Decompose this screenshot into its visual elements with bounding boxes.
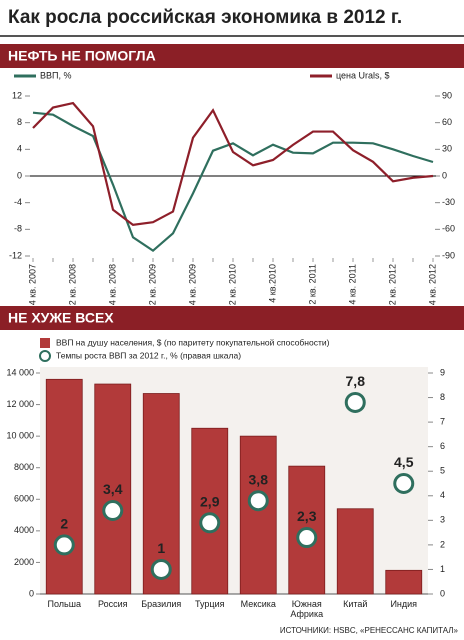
bar: [385, 569, 423, 595]
y-tick-label: 4000: [14, 525, 34, 535]
y-tick-label: 14 000: [6, 367, 34, 377]
point: [247, 490, 269, 512]
x-tick-label: 2 кв. 2010: [227, 264, 237, 305]
section-title: НЕФТЬ НЕ ПОМОГЛА: [8, 48, 156, 64]
source: ИСТОЧНИКИ: HSBC, «РЕНЕССАНС КАПИТАЛ»: [280, 626, 459, 635]
line: [32, 111, 434, 253]
y2-tick-label: 30: [442, 144, 452, 154]
y-tick-label: 12: [12, 90, 22, 100]
x-tick-label: 4 кв. 2011: [347, 264, 357, 305]
y2-tick-label: 2: [440, 539, 445, 549]
data-label: 7,8: [346, 373, 366, 389]
y-tick-label: 0: [17, 170, 22, 180]
bar: [94, 383, 132, 595]
data-label: 2: [60, 516, 68, 532]
y-tick-label: -8: [14, 224, 22, 234]
data-label: 3,4: [103, 481, 123, 497]
y2-tick-label: 4: [440, 490, 445, 500]
x-tick-label: 4 кв. 2012: [427, 264, 437, 305]
data-label: 3,8: [249, 471, 269, 487]
y-tick-label: -12: [9, 250, 22, 260]
legend-swatch: [40, 338, 50, 348]
line: [32, 101, 434, 227]
legend-swatch: [39, 350, 51, 362]
x-tick-label: Мексика: [240, 599, 276, 609]
x-tick-label: Бразилия: [141, 599, 182, 609]
x-tick-label: 2 кв. 2011: [307, 264, 317, 305]
y-tick-label: 10 000: [6, 431, 34, 441]
legend-label: цена Urals, $: [336, 70, 390, 80]
bar: [191, 427, 229, 595]
y2-tick-label: 5: [440, 466, 445, 476]
x-tick-label: Польша: [47, 599, 81, 609]
y2-tick-label: 0: [442, 170, 447, 180]
point: [296, 527, 318, 549]
x-tick-label: 2 кв. 2009: [147, 264, 157, 305]
y2-tick-label: -60: [442, 224, 455, 234]
y-tick-label: 6000: [14, 494, 34, 504]
data-label: 4,5: [394, 454, 414, 470]
x-tick-label: 4 кв. 2008: [107, 264, 117, 305]
y2-tick-label: 60: [442, 117, 452, 127]
x-tick-label: 2 кв. 2012: [387, 264, 397, 305]
x-tick-label: 4 кв. 2007: [27, 264, 37, 305]
x-tick-label: Китай: [343, 599, 368, 609]
data-label: 2,9: [200, 493, 220, 509]
y2-tick-label: 90: [442, 90, 452, 100]
y2-tick-label: 8: [440, 392, 445, 402]
point: [199, 512, 221, 534]
point: [102, 500, 124, 522]
bar: [45, 378, 83, 595]
y2-tick-label: -90: [442, 250, 455, 260]
x-tick-label: Индия: [390, 599, 418, 609]
data-label: 2,3: [297, 508, 317, 524]
data-label: 1: [157, 540, 165, 556]
legend-label: ВВП, %: [40, 70, 71, 80]
legend-label: Темпы роста ВВП за 2012 г., % (правая шк…: [56, 350, 241, 360]
bar: [239, 435, 277, 595]
y-tick-label: 4: [17, 144, 22, 154]
y2-tick-label: -30: [442, 197, 455, 207]
y2-tick-label: 6: [440, 441, 445, 451]
y-tick-label: 2000: [14, 557, 34, 567]
x-tick-label: Россия: [97, 599, 128, 609]
point: [53, 534, 75, 556]
y2-tick-label: 3: [440, 515, 445, 525]
point: [393, 473, 415, 494]
y-tick-label: -4: [14, 197, 22, 207]
y2-tick-label: 7: [440, 416, 445, 426]
y-tick-label: 8000: [14, 462, 34, 472]
y-tick-label: 8: [17, 117, 22, 127]
x-tick-label: 2 кв. 2008: [67, 264, 77, 305]
y-tick-label: 12 000: [6, 399, 34, 409]
x-tick-label: 4 кв. 2009: [187, 264, 197, 305]
section-bar: [0, 44, 464, 68]
legend-label: ВВП на душу населения, $ (по паритету по…: [56, 337, 330, 347]
page-title: Как росла российская экономика в 2012 г.: [8, 7, 402, 28]
y-tick-label: 0: [29, 588, 34, 598]
point: [150, 558, 172, 580]
bar: [336, 508, 374, 595]
point: [344, 391, 366, 413]
y2-tick-label: 9: [440, 367, 445, 377]
section-bar: [0, 306, 464, 330]
section-title: НЕ ХУЖЕ ВСЕХ: [8, 310, 114, 326]
x-tick-label: 4 кв.2010: [267, 264, 277, 303]
y2-tick-label: 0: [440, 588, 445, 598]
y2-tick-label: 1: [440, 564, 445, 574]
x-tick-label: Южная Африка: [290, 599, 324, 619]
x-tick-label: Турция: [195, 599, 225, 609]
